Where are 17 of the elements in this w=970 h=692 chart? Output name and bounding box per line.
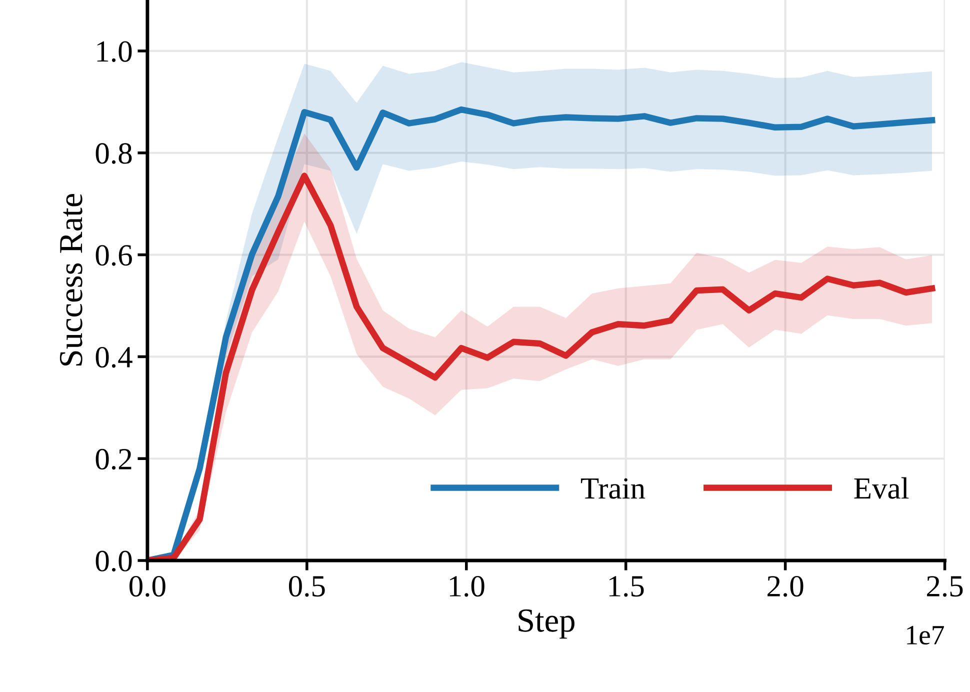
x-axis-title: Step — [518, 609, 574, 639]
y-tick-label: 0.4 — [96, 346, 132, 368]
legend-label: Train — [580, 478, 646, 499]
y-axis-title: Success Rate — [60, 194, 82, 366]
x-tick-label: 1.0 — [450, 576, 484, 597]
text: 1e7 — [907, 626, 944, 645]
x-tick-label: 1.5 — [609, 576, 644, 597]
x-tick-label: 0.0 — [130, 576, 166, 597]
y-tick-label: 0.0 — [96, 550, 132, 572]
x-tick-label: 2.5 — [927, 576, 963, 597]
y-tick-label: 0.2 — [96, 448, 132, 470]
x-tick-label: 2.0 — [768, 576, 804, 597]
legend-label: Eval — [854, 477, 909, 499]
y-tick-label: 0.6 — [96, 245, 132, 266]
y-tick-label: 0.8 — [96, 143, 132, 164]
y-tick-label: 1.0 — [97, 41, 132, 62]
x-tick-label: 0.5 — [288, 576, 325, 597]
